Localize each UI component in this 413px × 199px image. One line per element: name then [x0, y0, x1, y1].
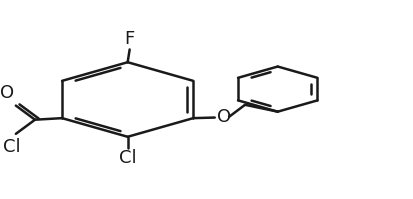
Text: O: O	[216, 108, 230, 126]
Text: F: F	[124, 30, 135, 48]
Text: Cl: Cl	[3, 138, 21, 156]
Text: O: O	[0, 84, 14, 102]
Text: Cl: Cl	[119, 149, 136, 167]
